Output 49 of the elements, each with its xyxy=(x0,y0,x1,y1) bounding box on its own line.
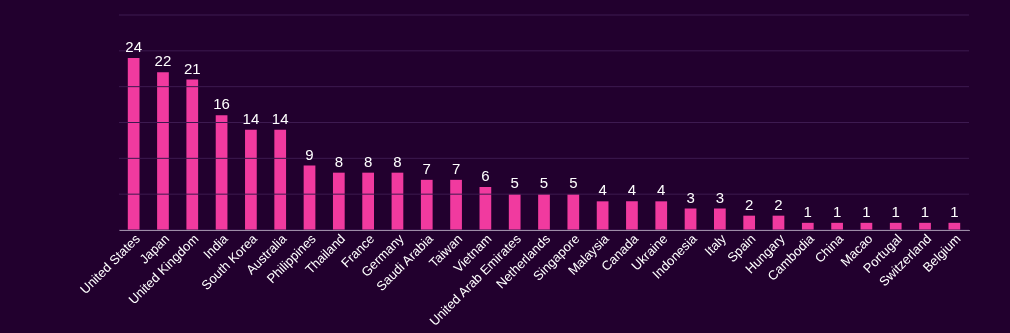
bar xyxy=(391,172,404,230)
bar xyxy=(362,172,374,230)
bar xyxy=(567,194,580,230)
bar xyxy=(332,172,345,230)
data-label: 2 xyxy=(745,195,754,213)
bar xyxy=(538,194,550,230)
bar xyxy=(420,179,433,230)
data-label: 21 xyxy=(183,59,201,77)
data-label: 8 xyxy=(393,152,402,170)
bar xyxy=(626,201,638,230)
data-label: 16 xyxy=(213,95,230,113)
data-label: 7 xyxy=(451,159,461,177)
data-label: 4 xyxy=(627,181,637,199)
data-label: 3 xyxy=(686,188,695,206)
bar xyxy=(186,79,199,230)
data-label: 1 xyxy=(920,202,930,220)
bar xyxy=(157,72,169,230)
bar xyxy=(450,179,462,230)
bar xyxy=(596,201,609,230)
data-label: 5 xyxy=(539,174,549,192)
data-label: 7 xyxy=(422,159,431,177)
data-label: 1 xyxy=(891,202,900,220)
bar xyxy=(743,215,756,230)
data-label: 8 xyxy=(334,152,343,170)
bar xyxy=(245,129,257,230)
bar xyxy=(508,194,521,230)
data-label: 14 xyxy=(271,109,289,127)
data-label: 24 xyxy=(125,38,142,55)
data-label: 1 xyxy=(803,202,812,220)
bar xyxy=(303,165,316,230)
data-label: 5 xyxy=(569,174,578,192)
data-label: 5 xyxy=(510,174,519,192)
data-label: 2 xyxy=(774,195,783,213)
data-label: 6 xyxy=(481,167,490,184)
data-label: 22 xyxy=(154,52,172,70)
data-label: 1 xyxy=(862,202,871,220)
data-label: 9 xyxy=(305,145,314,163)
data-label: 8 xyxy=(363,152,373,170)
bar xyxy=(274,129,287,230)
bar xyxy=(127,58,140,230)
data-label: 4 xyxy=(657,181,666,199)
data-label: 1 xyxy=(832,202,842,220)
bar xyxy=(714,208,726,230)
data-label: 4 xyxy=(598,181,607,199)
data-label: 1 xyxy=(950,202,959,220)
bar xyxy=(215,115,228,230)
bar xyxy=(655,201,668,230)
data-label: 3 xyxy=(715,188,725,206)
data-label: 14 xyxy=(242,109,260,127)
